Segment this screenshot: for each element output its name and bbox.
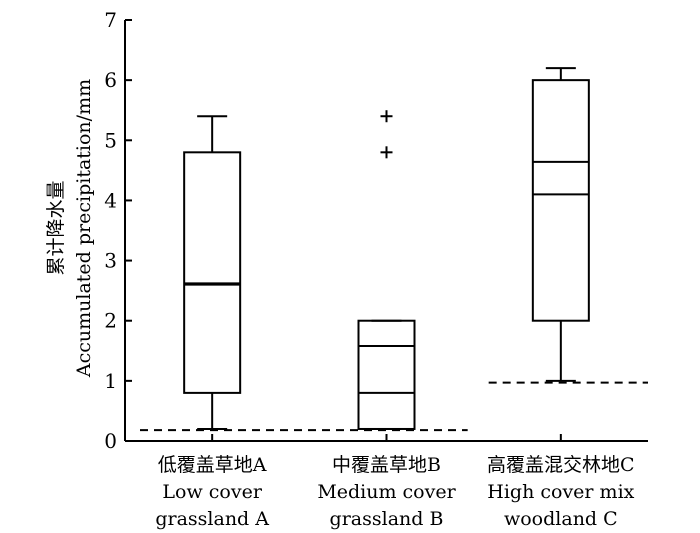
category-label-cn: 高覆盖混交林地C — [487, 454, 635, 476]
category-label-en-line1: High cover mix — [487, 481, 634, 503]
category-label-en-line2: grassland B — [330, 508, 444, 530]
iqr-box — [531, 79, 590, 322]
category-label-en-line1: Low cover — [162, 481, 262, 503]
y-axis-title: 累计降水量 Accumulated precipitation/mm — [45, 79, 95, 378]
category-label-cn: 低覆盖草地A — [158, 454, 267, 476]
box-0 — [183, 115, 242, 430]
iqr-box — [357, 319, 416, 430]
y-axis-title-cn: 累计降水量 — [45, 180, 67, 275]
box-2 — [531, 67, 590, 382]
iqr-box — [183, 151, 242, 394]
category-label-cn: 中覆盖草地B — [332, 454, 441, 476]
outlier-point — [380, 146, 393, 159]
y-tick-label: 6 — [104, 68, 117, 92]
y-tick-label: 0 — [104, 429, 117, 453]
y-axis-title-en: Accumulated precipitation/mm — [73, 79, 95, 378]
y-tick-label: 7 — [104, 8, 117, 32]
box-group — [183, 67, 590, 430]
y-tick-label: 5 — [104, 128, 117, 152]
y-tick-label: 3 — [104, 249, 117, 273]
category-label-en-line2: woodland C — [504, 508, 618, 530]
y-tick-label: 2 — [104, 309, 117, 333]
category-label-en-line2: grassland A — [155, 508, 269, 530]
outlier-point — [380, 110, 393, 123]
reference-lines — [140, 381, 648, 432]
y-tick-label: 1 — [104, 369, 117, 393]
axes: 0 1 2 3 4 5 6 7 — [104, 8, 648, 453]
category-label-en-line1: Medium cover — [317, 481, 456, 503]
x-axis-labels: 低覆盖草地A Low cover grassland A 中覆盖草地B Medium c… — [155, 454, 634, 530]
box-1 — [357, 110, 416, 430]
y-tick-label: 4 — [104, 188, 117, 212]
